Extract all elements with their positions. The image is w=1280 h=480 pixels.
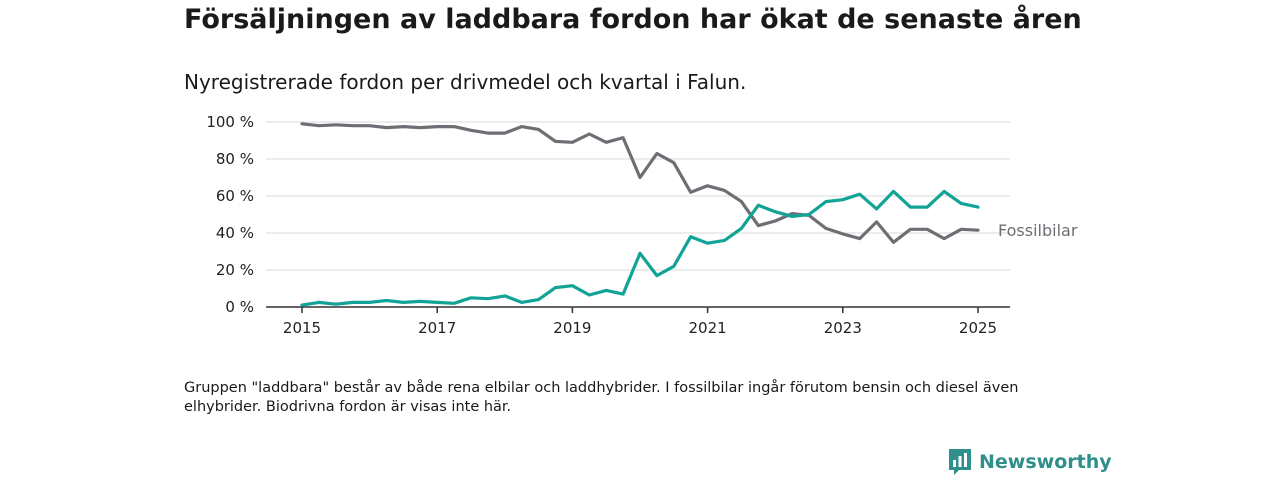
y-axis-ticks: 0 % 20 % 40 % 60 % 80 % 100 % xyxy=(206,113,254,316)
x-tick-label: 2015 xyxy=(283,319,321,337)
y-tick-label: 100 % xyxy=(206,113,254,131)
line-chart: 0 % 20 % 40 % 60 % 80 % 100 % 2015 2017 2019 202… xyxy=(206,113,1078,337)
series-label: Fossilbilar xyxy=(998,221,1078,240)
chart-title: Försäljningen av laddbara fordon har öka… xyxy=(184,4,1082,35)
y-tick-label: 0 % xyxy=(225,298,254,316)
newsworthy-logo: Newsworthy xyxy=(948,448,1112,476)
y-tick-label: 60 % xyxy=(216,187,254,205)
x-tick-label: 2025 xyxy=(959,319,997,337)
x-tick-label: 2019 xyxy=(553,319,591,337)
x-tick-label: 2023 xyxy=(824,319,862,337)
newsworthy-chart-icon xyxy=(949,449,971,475)
logo-text: Newsworthy xyxy=(979,451,1112,473)
series-labels: Fossilbilar xyxy=(998,221,1078,240)
y-tick-label: 80 % xyxy=(216,150,254,168)
x-tick-label: 2021 xyxy=(689,319,727,337)
footnote: Gruppen "laddbara" består av både rena e… xyxy=(184,380,1019,415)
x-tick-label: 2017 xyxy=(418,319,456,337)
series-lines xyxy=(300,122,980,307)
chart-subtitle: Nyregistrerade fordon per drivmedel och … xyxy=(184,70,747,94)
y-tick-label: 40 % xyxy=(216,224,254,242)
series-line-series-1 xyxy=(300,189,980,307)
y-tick-label: 20 % xyxy=(216,261,254,279)
x-axis: 2015 2017 2019 2021 2023 2025 xyxy=(266,306,1010,337)
series-line-fossilbilar xyxy=(300,122,980,244)
